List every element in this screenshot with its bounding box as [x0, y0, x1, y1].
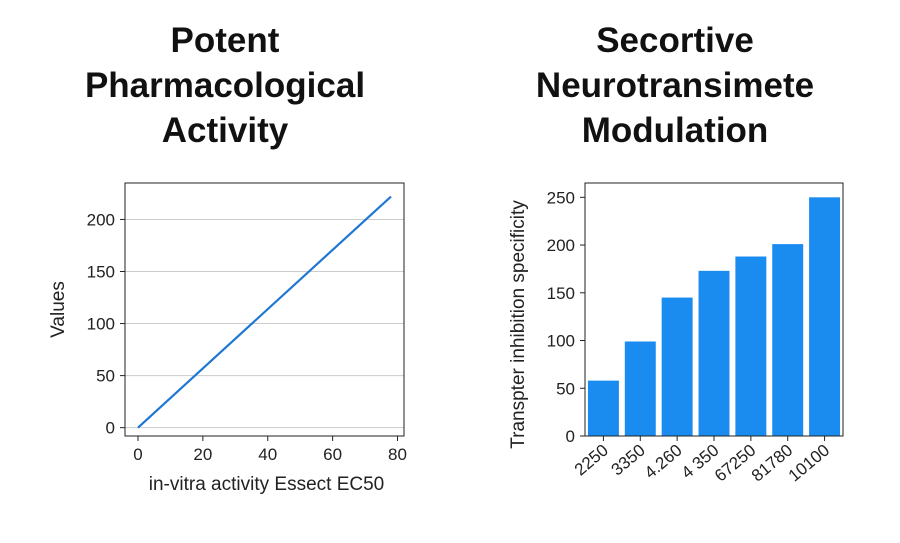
y-tick-label: 50	[96, 367, 115, 386]
bar-6	[772, 244, 804, 436]
plot-frame	[584, 182, 844, 437]
y-tick-label: 100	[87, 315, 115, 334]
series-line-activity	[137, 195, 392, 429]
x-tick-label: 20	[193, 445, 212, 464]
chart-title-right: Secortive Neurotransimete Modulation	[535, 21, 815, 150]
x-tick-label: 4.260	[641, 441, 686, 483]
y-tick-label: 0	[106, 419, 115, 438]
x-tick-label: 81780	[748, 441, 796, 486]
x-tick-label: 2250	[571, 441, 612, 480]
x-tick-label: 80	[388, 445, 407, 464]
plot-frame	[124, 182, 405, 437]
y-tick-label: 250	[547, 188, 575, 207]
x-tick-label: 60	[323, 445, 342, 464]
y-tick-label: 150	[87, 262, 115, 281]
y-tick-label: 0	[566, 427, 575, 446]
chart-panel-right: Secortive Neurotransimete Modulation 0 50…	[450, 0, 900, 543]
bar-2	[624, 341, 656, 436]
bar-5	[735, 256, 767, 436]
y-tick-label: 50	[556, 379, 575, 398]
x-tick-label: 10100	[785, 441, 833, 486]
y-axis-label: Values	[48, 281, 69, 338]
y-tick-label: 200	[547, 236, 575, 255]
bar-7	[809, 197, 841, 436]
chart-title-left: Potent Pharmacological Activity	[84, 21, 366, 150]
bar-4	[698, 270, 730, 436]
chart-panel-left: Potent Pharmacological Activity 0 50 100 15…	[48, 21, 407, 495]
x-tick-label: 0	[133, 445, 142, 464]
bar-1	[587, 380, 619, 436]
y-axis-label: Transpter inhibition specificity	[508, 200, 529, 449]
y-tick-label: 200	[87, 210, 115, 229]
x-tick-label: 40	[258, 445, 277, 464]
x-tick-label: 3350	[608, 441, 649, 480]
x-tick-label: 67250	[711, 441, 759, 486]
y-tick-label: 150	[547, 284, 575, 303]
x-axis-label: in-vitra activity Essect EC50	[149, 474, 384, 495]
y-tick-label: 100	[547, 332, 575, 351]
bar-3	[661, 297, 693, 436]
